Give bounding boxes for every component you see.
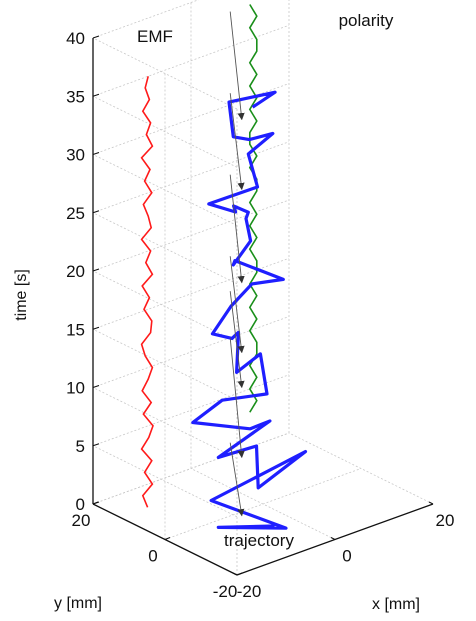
z-tick-label: 40 <box>66 29 85 48</box>
z-tick-label: 35 <box>66 87 85 106</box>
z-tick-label: 30 <box>66 146 85 165</box>
y-tick-mark <box>164 537 171 540</box>
y-tick-label: -20 <box>213 582 238 601</box>
z-tick-label: 0 <box>76 495 85 514</box>
annotation-arrow <box>229 291 245 389</box>
annotation-arrow <box>229 337 245 459</box>
x-tick-label: -20 <box>237 582 262 601</box>
y-tick-label: 0 <box>148 547 157 566</box>
grid-line-right <box>92 374 290 447</box>
z-tick-label: 5 <box>76 437 85 456</box>
z-tick-mark <box>92 35 100 39</box>
arrow-layer <box>229 11 245 517</box>
grid-line-left <box>92 445 238 518</box>
x-axis-label: x [mm] <box>372 596 420 613</box>
annotation-arrow <box>229 11 245 121</box>
emf-annotation: EMF <box>137 27 173 46</box>
annotation-arrow <box>229 256 245 354</box>
z-tick-mark <box>92 210 100 214</box>
z-tick-label: 20 <box>66 262 85 281</box>
grid-line-right <box>92 141 290 214</box>
z-tick-mark <box>92 443 100 447</box>
floor-grid-y <box>164 468 362 540</box>
axes-layer <box>92 35 434 576</box>
y-tick-mark <box>92 501 99 505</box>
trajectory-annotation: trajectory <box>224 531 294 550</box>
polarity-annotation: polarity <box>339 11 394 30</box>
z-tick-mark <box>92 93 100 97</box>
z-tick-mark <box>92 268 100 272</box>
grid-line-left <box>92 328 238 401</box>
annotation-arrow <box>229 174 245 284</box>
grid-line-left <box>92 95 238 168</box>
z-tick-mark <box>92 385 100 388</box>
x-tick-label: 20 <box>436 511 455 530</box>
z-tick-mark <box>92 152 100 155</box>
annotation-arrow <box>229 93 245 191</box>
z-tick-label: 10 <box>66 379 85 398</box>
x-tick-mark <box>330 537 336 540</box>
z-tick-label: 15 <box>66 320 85 339</box>
y-tick-label: 20 <box>72 511 91 530</box>
z-axis-label: time [s] <box>13 269 30 321</box>
x-tick-label: 0 <box>342 547 351 566</box>
y-axis-label: y [mm] <box>54 595 102 612</box>
emf-series-line <box>140 76 154 508</box>
grid-line-right <box>92 24 290 97</box>
x-tick-mark <box>428 501 434 505</box>
z-tick-label: 25 <box>66 204 85 223</box>
trajectory-series-line <box>191 90 308 530</box>
y-tick-mark <box>236 572 243 576</box>
series-layer <box>140 4 308 530</box>
annotation-arrow <box>229 442 245 517</box>
z-tick-mark <box>92 326 100 330</box>
grid-line-left <box>92 212 238 285</box>
polarity-series-line <box>248 4 258 413</box>
x-tick-mark <box>232 572 238 576</box>
